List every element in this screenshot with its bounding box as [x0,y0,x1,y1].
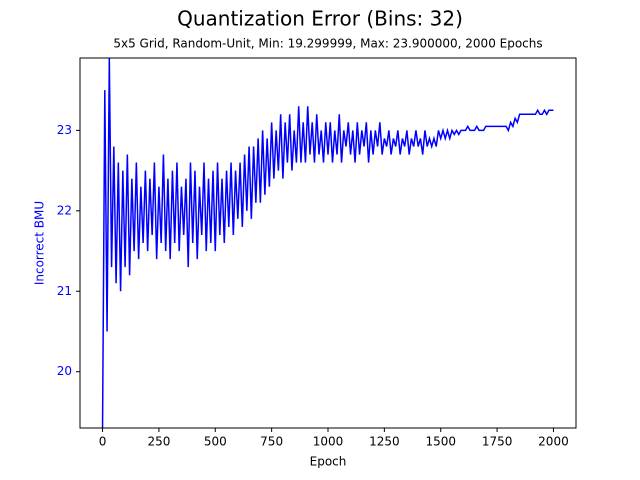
y-axis-label: Incorrect BMU [33,201,47,285]
y-tick-label: 21 [57,284,72,298]
x-tick-label: 2000 [538,435,569,449]
x-tick-label: 500 [204,435,227,449]
data-line [101,58,554,428]
x-tick-label: 0 [99,435,107,449]
y-tick-label: 23 [57,123,72,137]
x-tick-label: 1500 [425,435,456,449]
x-tick-label: 1750 [482,435,513,449]
x-tick-label: 750 [260,435,283,449]
y-tick-label: 20 [57,364,72,378]
x-axis-label: Epoch [310,455,347,469]
chart-subtitle: 5x5 Grid, Random-Unit, Min: 19.299999, M… [113,37,542,51]
x-tick-label: 250 [147,435,170,449]
x-tick-label: 1000 [313,435,344,449]
y-tick-label: 22 [57,203,72,217]
x-tick-label: 1250 [369,435,400,449]
chart-title: Quantization Error (Bins: 32) [177,7,463,31]
plot-frame [79,57,577,429]
